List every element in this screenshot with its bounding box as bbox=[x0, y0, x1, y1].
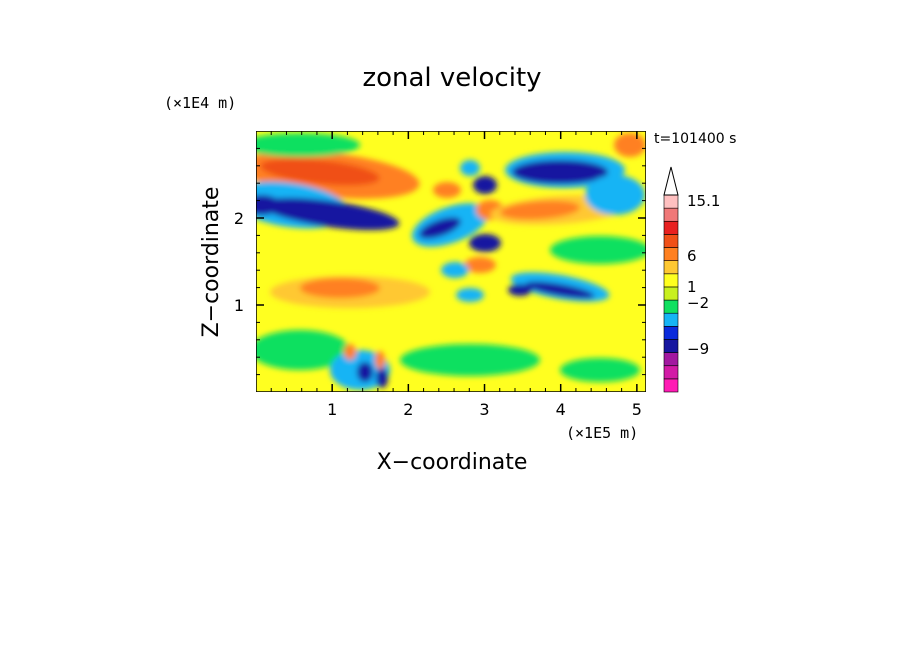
colorbar-swatch bbox=[663, 352, 679, 367]
colorbar-swatch bbox=[663, 273, 679, 288]
colorbar-label: −2 bbox=[687, 294, 709, 312]
colorbar-label: −9 bbox=[687, 340, 709, 358]
time-label: t=101400 s bbox=[654, 131, 736, 147]
colorbar-label: 6 bbox=[687, 247, 697, 265]
colorbar-swatch bbox=[663, 286, 679, 301]
x-tick-label: 4 bbox=[556, 400, 566, 419]
colorbar-swatch bbox=[663, 194, 679, 209]
contour-field bbox=[256, 131, 646, 392]
x-tick-label: 5 bbox=[632, 400, 642, 419]
y-tick-label: 1 bbox=[234, 296, 244, 315]
colorbar-swatch bbox=[663, 365, 679, 380]
x-tick-label: 3 bbox=[479, 400, 489, 419]
y-scale-label: (×1E4 m) bbox=[164, 94, 236, 112]
colorbar-swatch bbox=[663, 312, 679, 327]
y-axis-ticks: 12 bbox=[234, 147, 646, 376]
colorbar-swatch bbox=[663, 247, 679, 261]
colorbar-swatch bbox=[663, 299, 679, 314]
y-axis-label: Z−coordinate bbox=[199, 187, 224, 338]
colorbar-swatch bbox=[663, 220, 679, 235]
colorbar-swatch bbox=[663, 207, 679, 222]
x-tick-label: 1 bbox=[327, 400, 337, 419]
x-axis-label: X−coordinate bbox=[377, 450, 528, 475]
colorbar-swatch bbox=[663, 234, 679, 248]
chart-title: zonal velocity bbox=[362, 63, 541, 93]
y-tick-label: 2 bbox=[234, 209, 244, 228]
x-tick-label: 2 bbox=[403, 400, 413, 419]
x-axis-ticks: 1 2 3 4 5 bbox=[270, 131, 642, 419]
colorbar-label: 15.1 bbox=[687, 192, 720, 210]
colorbar-swatch bbox=[663, 326, 679, 340]
colorbar-label: 1 bbox=[687, 278, 697, 296]
colorbar-extend-arrow bbox=[663, 166, 679, 196]
colorbar-swatch bbox=[663, 260, 679, 275]
colorbar: 15.1 6 1−2 −9 bbox=[663, 166, 720, 393]
colorbar-swatch bbox=[663, 339, 679, 353]
x-scale-label: (×1E5 m) bbox=[566, 424, 638, 442]
colorbar-swatch bbox=[663, 378, 679, 393]
